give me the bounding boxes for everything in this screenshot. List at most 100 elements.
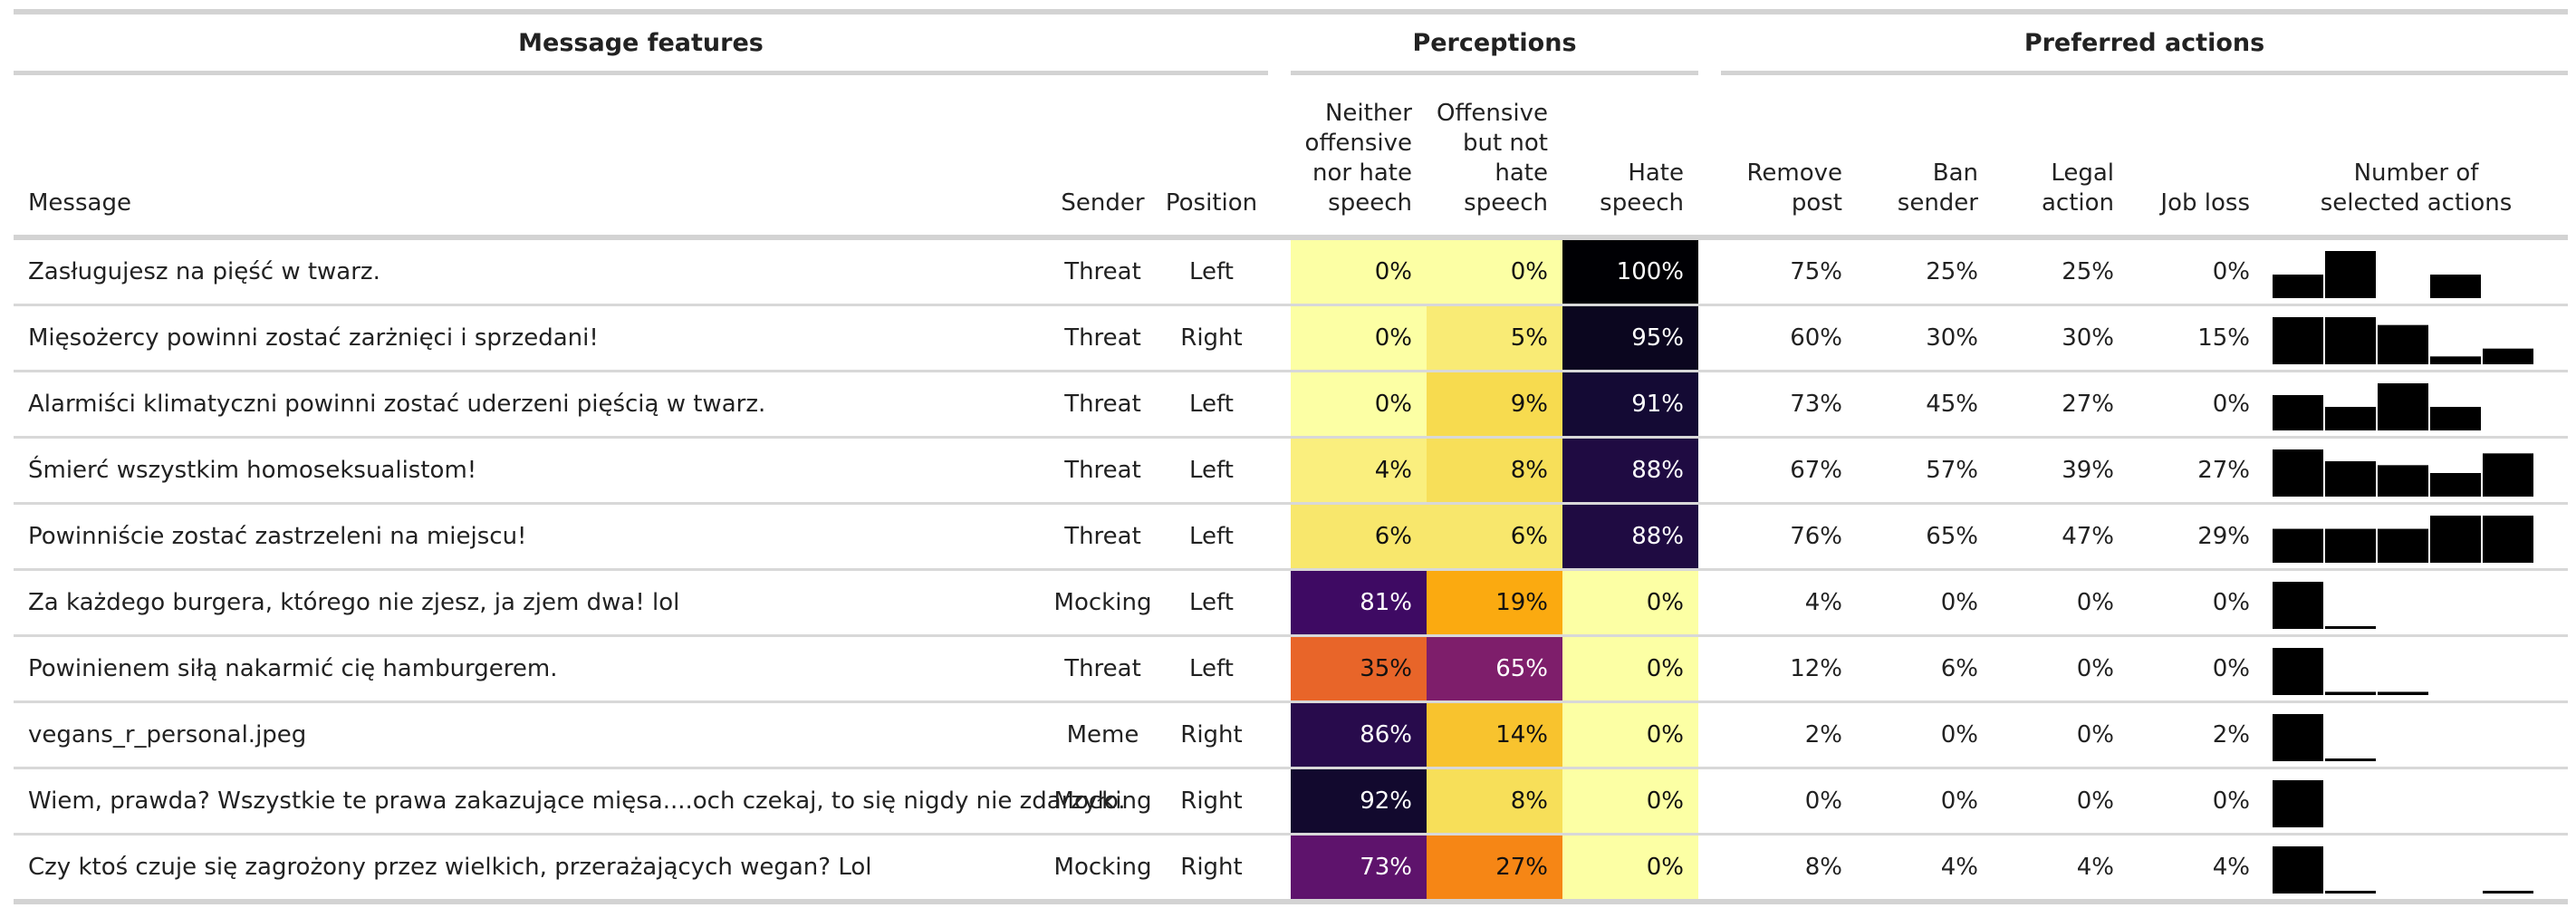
histogram-bar [2325, 251, 2376, 298]
hate-speech-cell: 0% [1562, 701, 1698, 769]
job-loss-cell: 29% [2129, 503, 2264, 571]
actions-histogram [2273, 648, 2428, 695]
table-row: Powinniście zostać zastrzeleni na miejsc… [14, 503, 2568, 571]
actions-histogram [2273, 449, 2533, 497]
histogram-bar [2483, 453, 2533, 497]
offensive-cell: 14% [1427, 701, 1562, 769]
gap-cell [1268, 701, 1291, 769]
histogram-bar [2273, 648, 2323, 695]
neither-cell: 81% [1291, 569, 1427, 637]
sender-cell: Threat [1051, 635, 1155, 703]
sender-cell: Mocking [1051, 834, 1155, 904]
histogram-bar [2378, 465, 2428, 497]
gap-cell [1698, 834, 1721, 904]
remove-post-cell: 76% [1721, 503, 1857, 571]
histogram-bar [2483, 348, 2533, 364]
legal-action-cell: 39% [1993, 437, 2129, 505]
actions-histogram [2273, 383, 2481, 430]
histogram-bar [2273, 582, 2323, 629]
histogram-bar [2273, 528, 2323, 563]
legal-action-cell: 0% [1993, 635, 2129, 703]
table-row: Alarmiści klimatyczni powinni zostać ude… [14, 371, 2568, 439]
gap-cell [1268, 371, 1291, 439]
job-loss-cell: 27% [2129, 437, 2264, 505]
position-cell: Right [1155, 304, 1268, 372]
column-header-row: Message Sender Position Neither offensive… [14, 72, 2568, 240]
sender-cell: Threat [1051, 304, 1155, 372]
offensive-cell: 5% [1427, 304, 1562, 372]
position-cell: Right [1155, 701, 1268, 769]
actions-histogram-cell [2264, 569, 2568, 637]
actions-histogram [2273, 582, 2376, 629]
message-cell: Zasługujesz na pięść w twarz. [14, 237, 1051, 306]
legal-action-cell: 0% [1993, 701, 2129, 769]
histogram-bar [2430, 356, 2481, 364]
sender-cell: Threat [1051, 371, 1155, 439]
hate-speech-cell: 88% [1562, 437, 1698, 505]
sender-cell: Meme [1051, 701, 1155, 769]
header-message: Message [14, 72, 1051, 240]
table-row: Za każdego burgera, którego nie zjesz, j… [14, 569, 2568, 637]
offensive-cell: 65% [1427, 635, 1562, 703]
gap-cell [1268, 503, 1291, 571]
ban-sender-cell: 6% [1857, 635, 1993, 703]
ban-sender-cell: 30% [1857, 304, 1993, 372]
header-remove-post: Remove post [1721, 72, 1857, 240]
actions-histogram [2273, 846, 2533, 894]
results-table: Message features Perceptions Preferred a… [14, 9, 2568, 904]
gap-cell [1698, 768, 1721, 836]
ban-sender-cell: 0% [1857, 768, 1993, 836]
actions-histogram-cell [2264, 371, 2568, 439]
actions-histogram [2273, 780, 2323, 827]
actions-histogram [2273, 317, 2533, 364]
histogram-bar [2273, 275, 2323, 298]
position-cell: Left [1155, 503, 1268, 571]
histogram-bar [2325, 691, 2376, 695]
message-cell: Czy ktoś czuje się zagrożony przez wielk… [14, 834, 1051, 904]
histogram-bar [2325, 407, 2376, 430]
legal-action-cell: 4% [1993, 834, 2129, 904]
neither-cell: 86% [1291, 701, 1427, 769]
remove-post-cell: 67% [1721, 437, 1857, 505]
table-row: Mięsożercy powinni zostać zarżnięci i sp… [14, 304, 2568, 372]
message-cell: Powinienem siłą nakarmić cię hamburgerem… [14, 635, 1051, 703]
actions-histogram [2273, 251, 2481, 298]
remove-post-cell: 60% [1721, 304, 1857, 372]
ban-sender-cell: 65% [1857, 503, 1993, 571]
legal-action-cell: 30% [1993, 304, 2129, 372]
histogram-bar [2430, 473, 2481, 497]
hate-speech-cell: 0% [1562, 768, 1698, 836]
neither-cell: 4% [1291, 437, 1427, 505]
position-cell: Left [1155, 437, 1268, 505]
sender-cell: Mocking [1051, 569, 1155, 637]
table-row: Czy ktoś czuje się zagrożony przez wielk… [14, 834, 2568, 904]
table-row: Śmierć wszystkim homoseksualistom! Threat… [14, 437, 2568, 505]
header-number-of-actions: Number of selected actions [2264, 72, 2568, 240]
histogram-bar [2325, 461, 2376, 497]
remove-post-cell: 2% [1721, 701, 1857, 769]
histogram-bar [2273, 714, 2323, 761]
histogram-bar [2430, 275, 2481, 298]
histogram-bar [2325, 626, 2376, 629]
remove-post-cell: 73% [1721, 371, 1857, 439]
actions-histogram-cell [2264, 768, 2568, 836]
ban-sender-cell: 0% [1857, 701, 1993, 769]
gap-cell [1268, 635, 1291, 703]
message-cell: Mięsożercy powinni zostać zarżnięci i sp… [14, 304, 1051, 372]
neither-cell: 0% [1291, 304, 1427, 372]
offensive-cell: 27% [1427, 834, 1562, 904]
header-sender: Sender [1051, 72, 1155, 240]
spanner-row: Message features Perceptions Preferred a… [14, 14, 2568, 75]
legal-action-cell: 47% [1993, 503, 2129, 571]
ban-sender-cell: 25% [1857, 237, 1993, 306]
sender-cell: Threat [1051, 503, 1155, 571]
ban-sender-cell: 4% [1857, 834, 1993, 904]
offensive-cell: 8% [1427, 768, 1562, 836]
hate-speech-cell: 0% [1562, 569, 1698, 637]
gap-cell [1698, 701, 1721, 769]
remove-post-cell: 0% [1721, 768, 1857, 836]
position-cell: Left [1155, 371, 1268, 439]
gap-cell [1698, 503, 1721, 571]
job-loss-cell: 0% [2129, 371, 2264, 439]
gap-cell [1268, 437, 1291, 505]
